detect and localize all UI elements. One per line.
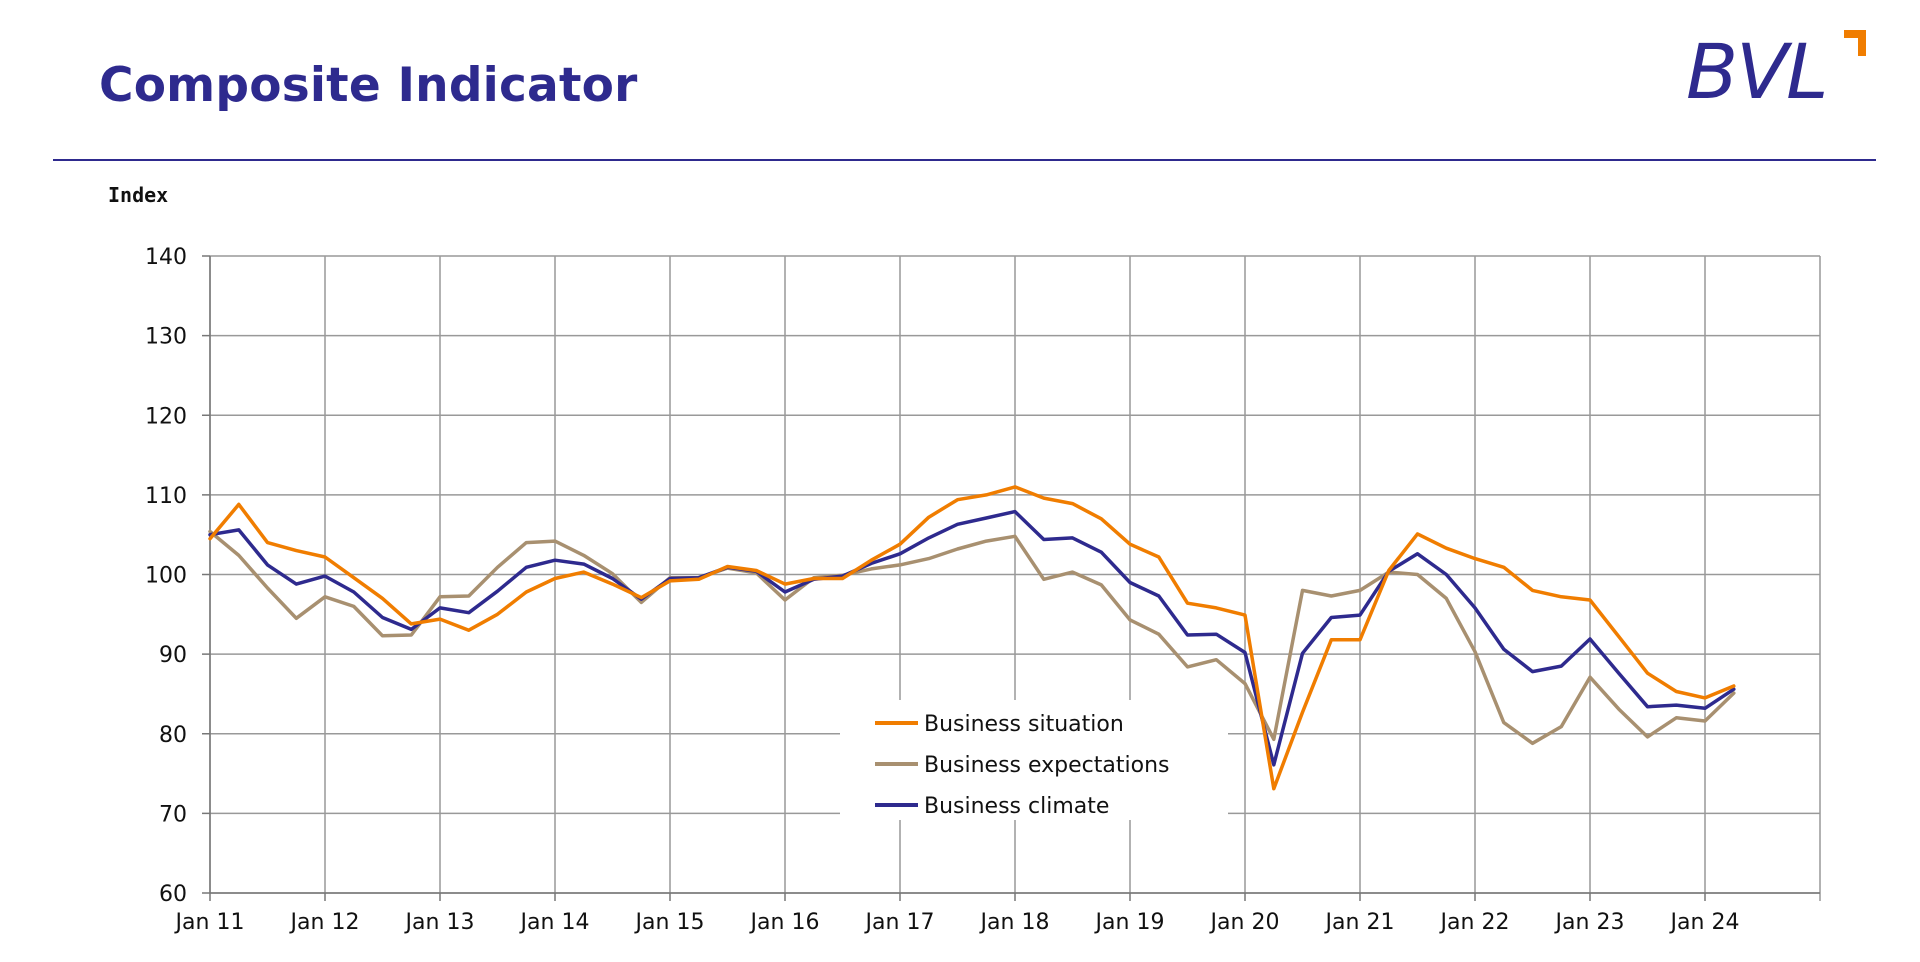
y-tick-label: 120 xyxy=(145,404,187,429)
x-tick-label: Jan 24 xyxy=(1669,910,1740,935)
page-title: Composite Indicator xyxy=(99,58,638,113)
logo-corner-mark xyxy=(1844,30,1866,56)
y-tick-label: 100 xyxy=(145,564,187,589)
legend-label: Business situation xyxy=(924,712,1124,737)
x-tick-label: Jan 17 xyxy=(864,910,935,935)
chart-legend: Business situation Business expectations B… xyxy=(840,700,1228,820)
header-divider xyxy=(53,159,1876,161)
y-tick-label: 140 xyxy=(145,245,187,270)
x-tick-label: Jan 18 xyxy=(979,910,1050,935)
x-tick-label: Jan 21 xyxy=(1324,910,1395,935)
y-tick-label: 90 xyxy=(159,643,187,668)
chart-series xyxy=(208,485,1736,791)
y-tick-label: 70 xyxy=(159,802,187,827)
x-tick-label: Jan 16 xyxy=(749,910,820,935)
x-tick-label: Jan 15 xyxy=(634,910,705,935)
y-tick-label: 130 xyxy=(145,325,187,350)
x-tick-label: Jan 13 xyxy=(404,910,475,935)
legend-box xyxy=(840,700,1228,820)
y-tick-label: 60 xyxy=(159,882,187,907)
series-line-business-expectations xyxy=(208,529,1736,746)
series-line-business-climate xyxy=(208,509,1736,767)
y-tick-label: 110 xyxy=(145,484,187,509)
logo-text: BVL xyxy=(1686,27,1828,116)
series-line-business-situation xyxy=(208,485,1736,791)
x-tick-label: Jan 23 xyxy=(1554,910,1625,935)
x-tick-label: Jan 12 xyxy=(289,910,360,935)
x-tick-label: Jan 20 xyxy=(1209,910,1280,935)
x-tick-label: Jan 19 xyxy=(1094,910,1165,935)
legend-label: Business expectations xyxy=(924,753,1169,778)
bvl-logo: BVL xyxy=(1686,18,1876,118)
y-axis-label: Index xyxy=(108,183,169,207)
y-tick-label: 80 xyxy=(159,723,187,748)
chart-axes: 60 70 80 90 100 110 120 130 140 Jan 11 Jan 12 Jan 1… xyxy=(145,245,1820,935)
x-tick-label: Jan 11 xyxy=(174,910,245,935)
x-tick-label: Jan 14 xyxy=(519,910,590,935)
x-tick-label: Jan 22 xyxy=(1439,910,1510,935)
legend-label: Business climate xyxy=(924,794,1109,819)
